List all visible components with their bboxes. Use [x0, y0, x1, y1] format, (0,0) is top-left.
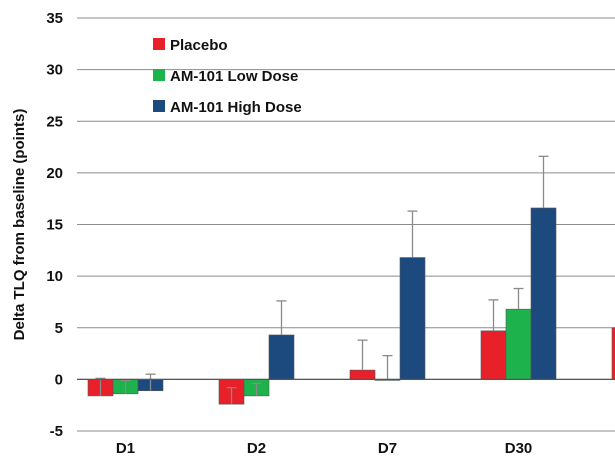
legend-swatch — [153, 100, 165, 112]
bar — [349, 369, 376, 380]
x-tick-label: D30 — [505, 440, 533, 456]
legend-item: Placebo — [153, 37, 228, 54]
y-tick-label: 25 — [46, 113, 63, 130]
error-bar — [95, 377, 106, 396]
y-tick-label: 30 — [46, 62, 63, 79]
error-bar — [357, 339, 368, 371]
error-bars — [95, 155, 549, 405]
legend-swatch — [153, 38, 165, 50]
bar — [268, 334, 295, 380]
y-tick-label: 10 — [46, 268, 63, 285]
y-tick-label: 35 — [46, 10, 63, 27]
legend-label: Placebo — [170, 37, 228, 54]
y-tick-label: 5 — [55, 320, 63, 337]
legend-item: AM-101 High Dose — [153, 99, 302, 116]
bars — [87, 207, 615, 405]
x-axis-ticks: D1D2D7D30D90 — [116, 440, 533, 456]
error-bar — [382, 354, 393, 381]
y-axis-label: Delta TLQ from baseline (points) — [11, 109, 28, 341]
legend-label: AM-101 High Dose — [170, 99, 302, 116]
x-tick-label: D7 — [378, 440, 397, 456]
legend-item: AM-101 Low Dose — [153, 68, 298, 85]
y-tick-label: -5 — [50, 423, 63, 440]
x-tick-label: D2 — [247, 440, 266, 456]
error-bar — [251, 382, 262, 396]
error-bar — [145, 373, 156, 391]
bar — [505, 308, 532, 380]
error-bar — [226, 386, 237, 405]
bar — [399, 257, 426, 380]
y-tick-label: 0 — [55, 371, 63, 388]
y-tick-label: 20 — [46, 165, 63, 182]
y-tick-label: 15 — [46, 217, 63, 234]
error-bar — [276, 300, 287, 335]
error-bar — [513, 287, 524, 310]
legend-swatch — [153, 69, 165, 81]
error-bar — [488, 299, 499, 331]
error-bar — [538, 155, 549, 208]
bar — [480, 330, 507, 380]
bar — [611, 327, 615, 380]
x-tick-label: D1 — [116, 440, 135, 456]
bar — [530, 207, 557, 380]
error-bar — [407, 210, 418, 258]
legend: Placebo AM-101 Low Dose AM-101 High Dose — [153, 37, 302, 116]
y-axis-ticks: -5 0 5 10 15 20 25 30 35 — [46, 10, 63, 440]
legend-label: AM-101 Low Dose — [170, 68, 298, 85]
error-bar — [120, 379, 131, 394]
